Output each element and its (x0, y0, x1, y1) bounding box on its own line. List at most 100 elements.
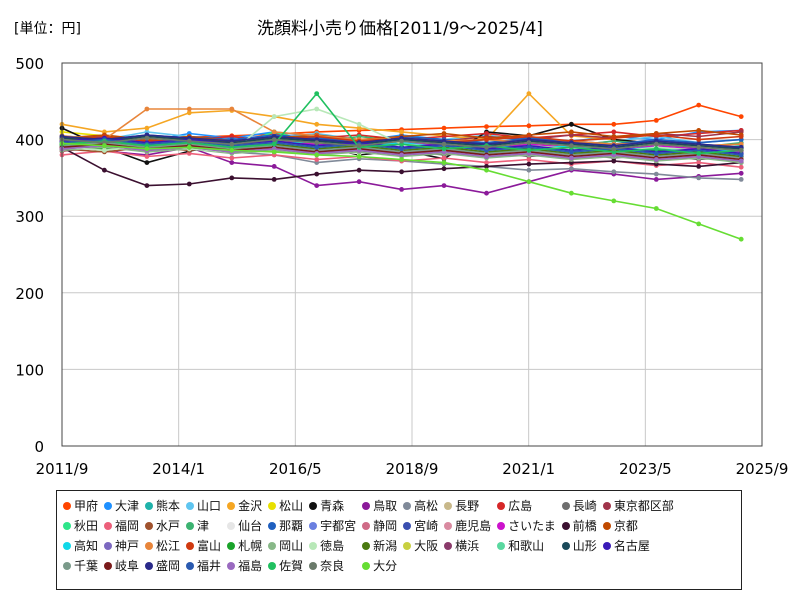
legend-marker-icon (309, 502, 318, 510)
data-point (144, 154, 150, 159)
legend-label: 名古屋 (613, 539, 650, 553)
legend-marker-icon (309, 522, 318, 530)
data-point (653, 146, 659, 152)
legend-grid: 甲府 大津 熊本 山口 金沢 松山 青森 鳥取 高松 長野 広島 長崎 東京都区部 秋田 福岡 水戸 津 仙台 那覇… (63, 498, 739, 574)
legend-item: 名古屋 (602, 538, 674, 554)
legend-marker-icon (145, 522, 154, 530)
legend-marker-icon (63, 502, 71, 510)
legend-label: 高知 (74, 539, 99, 553)
legend-item: 広島 (497, 498, 556, 514)
data-point (653, 177, 659, 182)
data-point (356, 154, 362, 159)
legend-item: 松山 (268, 498, 303, 514)
data-point (314, 140, 320, 146)
legend-item: 京都 (602, 518, 674, 534)
data-point (271, 137, 277, 143)
legend-item: 熊本 (145, 498, 180, 514)
legend-item: 高知 (63, 538, 98, 554)
legend-item: 福井 (186, 558, 221, 574)
legend-item: 東京都区部 (602, 498, 674, 514)
legend-label: 岡山 (279, 539, 304, 553)
data-point (696, 151, 702, 156)
data-point (314, 171, 320, 177)
legend-marker-icon (186, 542, 195, 550)
data-point (611, 169, 617, 175)
legend-item: 仙台 (227, 518, 262, 534)
data-point (314, 121, 320, 127)
data-point (484, 154, 489, 159)
legend-marker-icon (227, 542, 236, 550)
data-point (696, 137, 702, 143)
data-point (611, 146, 617, 152)
legend-item: 長野 (444, 498, 491, 514)
legend-label: 千葉 (74, 559, 99, 573)
data-point (399, 138, 404, 144)
legend-item: さいたま (497, 518, 556, 534)
legend-item: 高松 (403, 498, 438, 514)
data-point (738, 147, 744, 153)
data-point (271, 149, 277, 155)
data-point (526, 179, 532, 185)
data-point (399, 129, 404, 135)
data-point (399, 152, 404, 158)
legend-marker-icon (444, 522, 453, 530)
data-point (653, 118, 659, 123)
data-point (484, 164, 489, 169)
data-point (399, 169, 404, 175)
legend-item: 福岡 (104, 518, 139, 534)
legend-marker-icon (227, 502, 236, 510)
legend-item: 津 (186, 518, 221, 534)
legend-item: 富山 (186, 538, 221, 554)
legend-label: 盛岡 (156, 559, 181, 573)
legend-item: 金沢 (227, 498, 262, 514)
legend-marker-icon (268, 502, 277, 510)
data-point (186, 106, 192, 112)
data-point (356, 125, 362, 131)
data-point (229, 106, 235, 112)
data-point (569, 121, 574, 127)
data-point (229, 147, 235, 153)
legend-label: 高松 (414, 499, 439, 513)
data-point (441, 141, 447, 147)
data-point (484, 137, 489, 143)
chart-legend: 甲府 大津 熊本 山口 金沢 松山 青森 鳥取 高松 長野 広島 長崎 東京都区部 秋田 福岡 水戸 津 仙台 那覇… (56, 490, 742, 590)
data-point (526, 123, 532, 129)
data-point (696, 102, 702, 108)
data-point (271, 164, 277, 169)
chart-unit-label: [単位：円] (14, 21, 81, 37)
data-point (696, 160, 702, 166)
data-point (271, 114, 277, 119)
legend-label: 甲府 (74, 499, 99, 513)
data-point (186, 138, 192, 144)
legend-label: 松山 (279, 499, 304, 513)
data-point (356, 167, 362, 173)
legend-item: 甲府 (63, 498, 98, 514)
data-point (653, 157, 659, 162)
data-point (271, 141, 277, 147)
data-point (314, 144, 320, 150)
data-point (271, 129, 277, 135)
axis-layer: 0 100 200 300 400 500 2011/9 2014/1 2016/5 2018/9… (15, 55, 788, 478)
data-point (314, 183, 320, 189)
data-point (399, 187, 404, 192)
legend-label: 福井 (197, 559, 222, 573)
legend-item: 新潟 (362, 538, 397, 554)
y-tick-label: 400 (15, 132, 44, 150)
data-point (271, 177, 277, 182)
x-tick-label: 2018/9 (386, 460, 439, 478)
legend-marker-icon (104, 502, 113, 510)
legend-marker-icon (268, 522, 277, 530)
data-point (144, 135, 150, 141)
legend-item: 盛岡 (145, 558, 180, 574)
data-point (356, 179, 362, 185)
data-point (526, 167, 532, 173)
data-point (696, 221, 702, 227)
legend-label: 徳島 (320, 539, 345, 553)
data-point (144, 183, 150, 189)
data-point (738, 236, 744, 242)
legend-label: さいたま (508, 519, 556, 533)
legend-label: 宇都宮 (320, 519, 357, 533)
data-point (144, 160, 150, 166)
x-tick-label: 2011/9 (36, 460, 89, 478)
legend-item: 徳島 (309, 538, 356, 554)
